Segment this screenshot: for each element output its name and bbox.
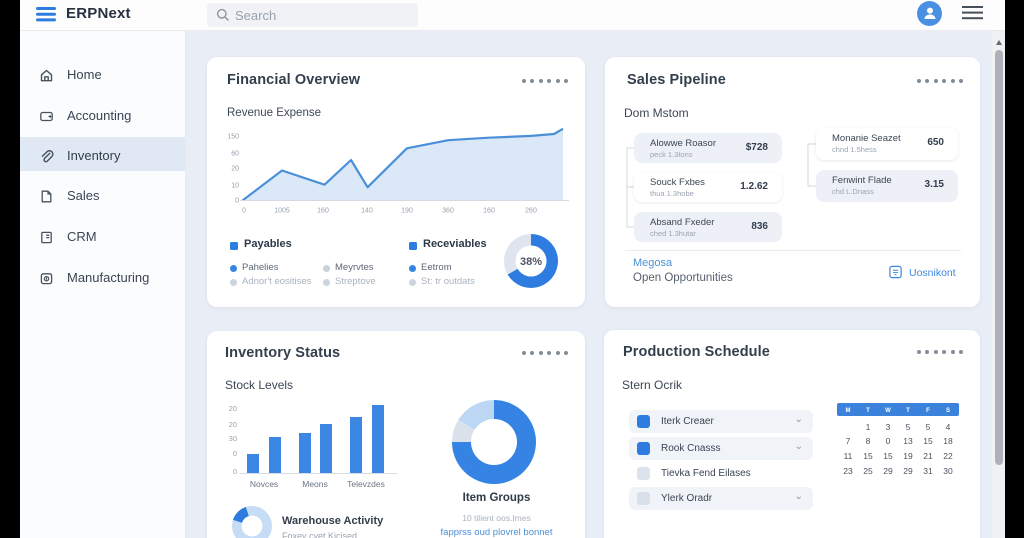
svg-text:0: 0 bbox=[886, 436, 891, 446]
svg-text:Novces: Novces bbox=[250, 479, 278, 489]
svg-text:360: 360 bbox=[442, 208, 454, 215]
svg-text:20: 20 bbox=[229, 420, 237, 429]
svg-text:160: 160 bbox=[483, 208, 495, 215]
svg-text:31: 31 bbox=[923, 466, 933, 476]
svg-text:13: 13 bbox=[903, 436, 913, 446]
svg-text:150: 150 bbox=[227, 134, 239, 141]
svg-text:19: 19 bbox=[903, 451, 913, 461]
svg-text:7: 7 bbox=[846, 436, 851, 446]
svg-text:T: T bbox=[906, 408, 910, 414]
svg-text:190: 190 bbox=[401, 208, 413, 215]
svg-text:4: 4 bbox=[946, 422, 951, 432]
svg-text:38%: 38% bbox=[520, 256, 542, 268]
svg-text:8: 8 bbox=[866, 436, 871, 446]
svg-text:10: 10 bbox=[231, 183, 239, 190]
svg-text:21: 21 bbox=[923, 451, 933, 461]
svg-text:18: 18 bbox=[943, 436, 953, 446]
svg-text:S: S bbox=[946, 408, 950, 414]
svg-text:30: 30 bbox=[943, 466, 953, 476]
svg-text:20: 20 bbox=[229, 404, 237, 413]
svg-text:1: 1 bbox=[866, 422, 871, 432]
svg-text:25: 25 bbox=[863, 466, 873, 476]
svg-text:F: F bbox=[926, 408, 930, 414]
svg-text:5: 5 bbox=[926, 422, 931, 432]
svg-text:60: 60 bbox=[231, 151, 239, 158]
svg-text:5: 5 bbox=[906, 422, 911, 432]
svg-text:15: 15 bbox=[863, 451, 873, 461]
svg-text:0: 0 bbox=[242, 208, 246, 215]
svg-text:140: 140 bbox=[361, 208, 373, 215]
svg-text:0: 0 bbox=[235, 198, 239, 205]
svg-text:Televzdes: Televzdes bbox=[347, 479, 385, 489]
svg-text:30: 30 bbox=[229, 434, 237, 443]
svg-text:W: W bbox=[885, 408, 891, 414]
svg-text:260: 260 bbox=[525, 208, 537, 215]
svg-text:23: 23 bbox=[843, 466, 853, 476]
svg-text:T: T bbox=[866, 408, 870, 414]
svg-text:11: 11 bbox=[844, 451, 853, 461]
svg-text:M: M bbox=[846, 408, 851, 414]
svg-text:29: 29 bbox=[903, 466, 913, 476]
svg-text:20: 20 bbox=[231, 166, 239, 173]
svg-text:0: 0 bbox=[233, 467, 237, 476]
svg-text:22: 22 bbox=[943, 451, 953, 461]
svg-text:3: 3 bbox=[886, 422, 891, 432]
svg-text:29: 29 bbox=[883, 466, 893, 476]
svg-text:Meons: Meons bbox=[302, 479, 328, 489]
svg-text:160: 160 bbox=[317, 208, 329, 215]
svg-text:1005: 1005 bbox=[274, 208, 290, 215]
svg-text:15: 15 bbox=[883, 451, 893, 461]
svg-text:15: 15 bbox=[923, 436, 933, 446]
svg-text:0: 0 bbox=[233, 449, 237, 458]
